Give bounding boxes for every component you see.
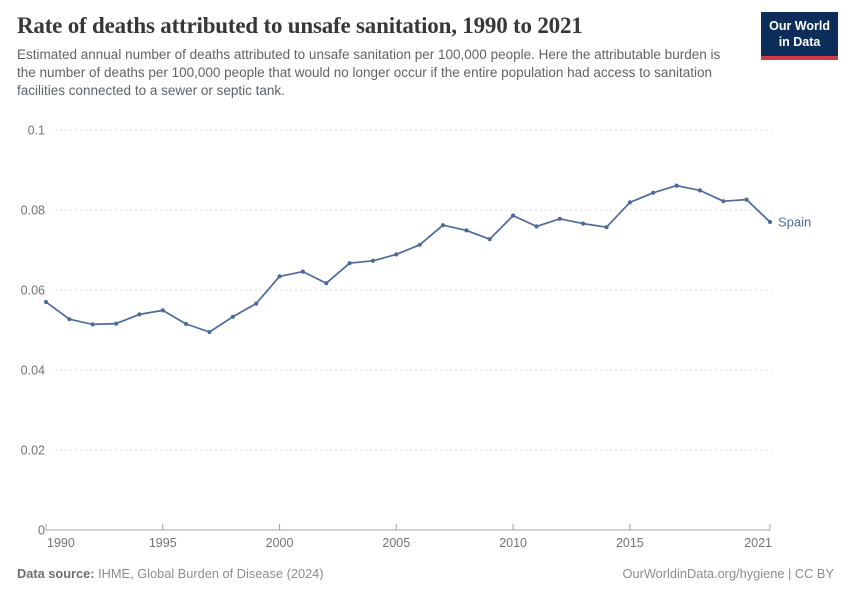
data-source: Data source: IHME, Global Burden of Dise… xyxy=(17,566,324,581)
data-point xyxy=(627,200,633,205)
data-point xyxy=(581,221,586,226)
data-point xyxy=(277,274,282,279)
data-source-text: IHME, Global Burden of Disease (2024) xyxy=(94,566,324,581)
page-title: Rate of deaths attributed to unsafe sani… xyxy=(17,13,583,38)
data-point xyxy=(90,322,95,327)
x-tick-label: 1990 xyxy=(47,536,75,550)
data-point xyxy=(744,197,749,202)
data-point xyxy=(300,269,305,274)
data-source-label: Data source: xyxy=(17,566,95,581)
x-tick-label: 2021 xyxy=(744,536,772,550)
data-point xyxy=(440,223,446,228)
data-point xyxy=(767,219,773,225)
x-tick-label: 2005 xyxy=(382,536,410,550)
x-tick-label: 1995 xyxy=(149,536,177,550)
data-point xyxy=(324,281,329,286)
data-point xyxy=(230,314,235,319)
x-tick-label: 2015 xyxy=(616,536,644,550)
data-point xyxy=(114,321,119,326)
data-point xyxy=(464,228,469,233)
data-point xyxy=(184,321,189,327)
owid-logo: Our World in Data xyxy=(761,12,838,60)
y-tick-label: 0.08 xyxy=(21,204,45,218)
data-point xyxy=(534,224,539,229)
data-point xyxy=(43,299,49,305)
credit-line: OurWorldinData.org/hygiene | CC BY xyxy=(622,566,835,581)
data-point xyxy=(67,317,72,322)
data-point xyxy=(510,213,516,218)
y-tick-label: 0 xyxy=(38,524,45,538)
series-line xyxy=(45,184,771,333)
data-point xyxy=(604,225,609,230)
chart-footer: Data source: IHME, Global Burden of Dise… xyxy=(17,566,834,581)
data-point xyxy=(417,242,422,247)
chart-subtitle: Estimated annual number of deaths attrib… xyxy=(17,47,721,99)
data-point xyxy=(697,188,703,193)
y-tick-label: 0.04 xyxy=(21,364,45,378)
logo-line-2: in Data xyxy=(778,35,821,50)
entity-label: Spain xyxy=(778,215,811,230)
data-point xyxy=(721,199,726,204)
data-point xyxy=(137,312,142,317)
x-tick-label: 2000 xyxy=(266,536,294,550)
data-point xyxy=(394,252,399,257)
data-point xyxy=(254,301,259,306)
data-point xyxy=(207,329,212,335)
data-point xyxy=(651,190,656,195)
data-point xyxy=(370,258,376,263)
y-tick-label: 0.02 xyxy=(21,444,45,458)
data-point xyxy=(347,261,352,266)
data-point xyxy=(487,237,492,242)
chart-header: Rate of deaths attributed to unsafe sani… xyxy=(17,13,757,100)
y-tick-label: 0.06 xyxy=(21,284,45,298)
logo-line-1: Our World xyxy=(769,19,830,33)
data-point xyxy=(674,183,679,188)
y-tick-label: 0.1 xyxy=(28,124,45,138)
data-point xyxy=(160,308,165,313)
data-point xyxy=(557,216,562,221)
x-tick-label: 2010 xyxy=(499,536,527,550)
